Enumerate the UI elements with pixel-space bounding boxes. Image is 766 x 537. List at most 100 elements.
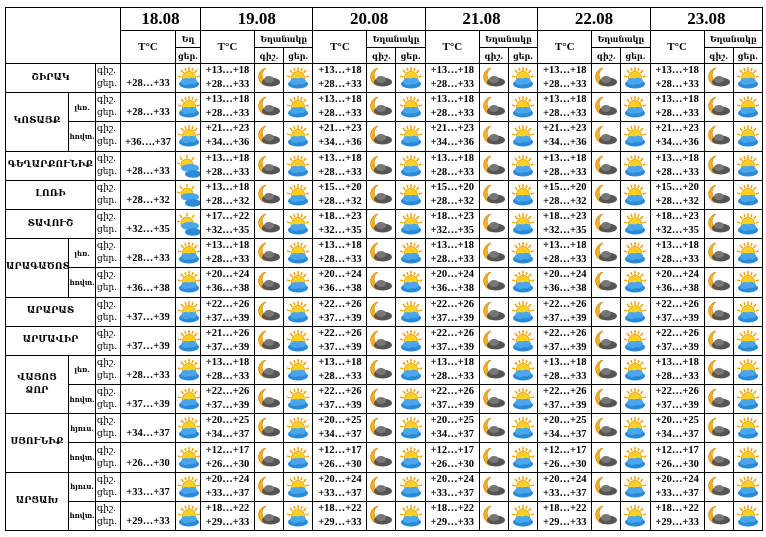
temperature-cell: +18…+23 +32…+35 [649, 208, 705, 240]
weather-cell [620, 150, 651, 181]
day-temperature: +28…+33 [430, 166, 475, 178]
sun-cloud-icon [734, 300, 762, 324]
day-label: ցեր. [97, 429, 118, 440]
moon-cloud-icon [480, 300, 508, 324]
night-temperature: +21…+23 [318, 123, 362, 135]
temperature-cell: +20…+25 +34…+37 [312, 413, 368, 444]
weather-cell [366, 179, 397, 210]
temperature-cell: +22…+26 +37…+39 [649, 296, 705, 327]
sun-cloud-icon [396, 183, 424, 207]
weather-cell [478, 471, 509, 502]
sun-cloud-icon [284, 183, 312, 207]
weather-cell [175, 500, 202, 532]
weather-cell [620, 442, 651, 473]
weather-cell [283, 267, 314, 298]
night-label: գիշ. [97, 387, 116, 398]
weather-cell [366, 208, 397, 240]
day-label: ցեր. [97, 458, 118, 469]
weather-cell [366, 500, 397, 532]
sun-cloud-icon [284, 416, 312, 440]
temperature-cell: +21…+23 +34…+36 [312, 121, 368, 152]
weather-cell [478, 267, 509, 298]
temperature-cell: +13…+18 +28…+33 [424, 62, 480, 94]
weather-cell [478, 238, 509, 269]
temperature-cell: +20…+24 +33…+37 [649, 471, 705, 502]
temperature-cell: +20…+24 +33…+37 [424, 471, 480, 502]
night-temperature: +22…+26 [430, 386, 475, 398]
night-temperature: +22…+26 [430, 298, 475, 310]
weather-cell [507, 325, 539, 356]
temp-header: T°C [120, 30, 177, 64]
day-temperature: +32…+35 [543, 225, 587, 237]
night-temperature: +13…+18 [318, 152, 362, 164]
weather-cell [478, 413, 509, 444]
moon-cloud-icon [367, 270, 395, 294]
weather-cell [620, 92, 651, 123]
night-temperature: +13…+18 [318, 65, 362, 77]
sun-cloud-icon [509, 95, 537, 119]
day-temperature: +32…+35 [655, 225, 699, 237]
weather-cell [591, 92, 622, 123]
sun-cloud-icon [284, 212, 312, 236]
temperature-18-08: +28…+33 [120, 62, 177, 94]
sun-cloud-icon [509, 300, 537, 324]
day-temperature: +33…+37 [543, 487, 587, 499]
night-temperature: +15…+20 [318, 181, 362, 193]
region-name: ԼՈՌԻ [5, 179, 96, 210]
moon-cloud-icon [480, 358, 508, 382]
day-temperature: +37…+39 [543, 400, 587, 412]
subregion-label: հովտ. [68, 267, 96, 298]
sun-cloud-icon [509, 183, 537, 207]
moon-cloud-icon [367, 241, 395, 265]
sun-cloud-icon [284, 300, 312, 324]
moon-cloud-icon [367, 154, 395, 178]
weather-cell [366, 471, 397, 502]
moon-cloud-icon [480, 504, 508, 528]
sun-cloud-icon [621, 183, 649, 207]
night-temperature: +15…+20 [430, 181, 475, 193]
day-temperature: +28…+32 [543, 195, 587, 207]
temperature-cell: +22…+26 +37…+39 [424, 384, 480, 415]
weather-cell [478, 500, 509, 532]
temperature-cell: +18…+22 +29…+33 [424, 500, 480, 532]
sun-cloud-icon [734, 329, 762, 353]
sun-cloud-icon [509, 504, 537, 528]
temperature-cell: +21…+23 +34…+36 [200, 121, 256, 152]
weather-cell [507, 500, 539, 532]
weather-cell [283, 150, 314, 181]
weather-cell [254, 354, 285, 386]
weather-cell [591, 442, 622, 473]
night-temperature: +22…+26 [543, 327, 587, 339]
night-temperature: +20…+25 [318, 415, 362, 427]
day-temperature: +37…+39 [205, 341, 250, 353]
temperature-18-08: +28…+32 [120, 179, 177, 210]
weather-cell [732, 179, 764, 210]
temperature-cell: +13…+18 +28…+33 [424, 92, 480, 123]
sun-cloud-icon [176, 387, 200, 411]
weather-cell [732, 238, 764, 269]
moon-cloud-icon [367, 387, 395, 411]
period-labels: գիշ. ցեր. [94, 62, 122, 94]
temperature-cell: +15…+20 +28…+32 [424, 179, 480, 210]
day-label: ցեր. [97, 254, 118, 265]
day-temperature: +28…+33 [318, 166, 362, 178]
weather-cell [175, 62, 202, 94]
weather-cell [732, 413, 764, 444]
day-temperature: +26…+30 [430, 458, 475, 470]
night-label: գիշ. [97, 212, 116, 223]
day-temperature: +26…+30 [543, 458, 587, 470]
sun-cloud-icon [396, 446, 424, 470]
moon-cloud-icon [480, 270, 508, 294]
weather-cell [591, 179, 622, 210]
weather-cell [175, 267, 202, 298]
weather-cell [395, 208, 426, 240]
weather-cell [478, 296, 509, 327]
weather-cell [591, 150, 622, 181]
weather-cell [732, 150, 764, 181]
weather-cell [478, 62, 509, 94]
sun-cloud-icon [396, 212, 424, 236]
corner-cell [4, 7, 122, 64]
day-temperature: +28…+33 [205, 108, 250, 120]
period-labels: գիշ. ցեր. [94, 325, 122, 356]
moon-cloud-icon [255, 183, 283, 207]
